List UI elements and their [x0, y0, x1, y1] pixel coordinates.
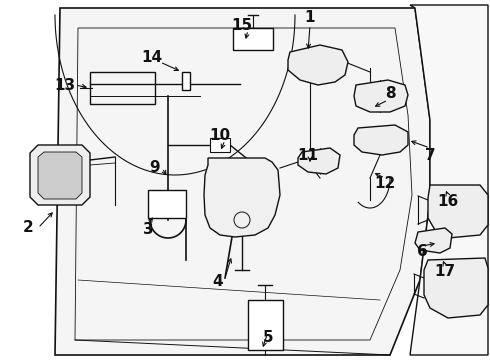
Polygon shape	[410, 5, 488, 355]
Bar	[210, 138, 230, 152]
Text: 11: 11	[297, 148, 318, 162]
Text: 12: 12	[374, 175, 395, 190]
Polygon shape	[55, 8, 430, 355]
Text: 2: 2	[23, 220, 33, 235]
Text: 7: 7	[425, 148, 435, 162]
Text: 9: 9	[149, 161, 160, 175]
Polygon shape	[424, 258, 488, 318]
Text: 17: 17	[435, 265, 456, 279]
Text: 14: 14	[142, 50, 163, 66]
Text: 13: 13	[54, 77, 75, 93]
Bar	[148, 190, 186, 218]
Polygon shape	[354, 80, 408, 112]
Text: 1: 1	[305, 10, 315, 26]
Polygon shape	[428, 185, 488, 238]
Bar	[233, 28, 273, 50]
Polygon shape	[354, 125, 408, 155]
Polygon shape	[204, 158, 280, 237]
Polygon shape	[415, 228, 452, 253]
Bar	[90, 72, 155, 104]
Bar	[248, 300, 283, 350]
Text: 6: 6	[416, 244, 427, 260]
Text: 3: 3	[143, 222, 153, 238]
Text: 5: 5	[263, 330, 273, 346]
Polygon shape	[30, 145, 90, 205]
Text: 8: 8	[385, 85, 395, 100]
Text: 15: 15	[231, 18, 252, 32]
Text: 16: 16	[438, 194, 459, 210]
Bar	[182, 72, 190, 90]
Text: 4: 4	[213, 274, 223, 289]
Polygon shape	[298, 148, 340, 174]
Text: 10: 10	[209, 127, 231, 143]
Polygon shape	[38, 152, 82, 199]
Polygon shape	[288, 45, 348, 85]
